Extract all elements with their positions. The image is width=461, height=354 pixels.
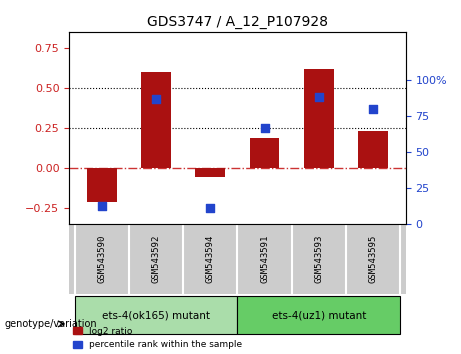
Point bbox=[369, 106, 377, 112]
Text: ets-4(uz1) mutant: ets-4(uz1) mutant bbox=[272, 310, 366, 320]
Bar bbox=[358, 131, 388, 168]
Text: genotype/variation: genotype/variation bbox=[5, 319, 97, 329]
Text: GSM543590: GSM543590 bbox=[97, 235, 106, 283]
Legend: log2 ratio, percentile rank within the sample: log2 ratio, percentile rank within the s… bbox=[69, 323, 246, 353]
Bar bbox=[249, 138, 279, 168]
Text: GSM543595: GSM543595 bbox=[369, 235, 378, 283]
Point bbox=[98, 203, 106, 209]
Point bbox=[207, 206, 214, 211]
Text: ets-4(ok165) mutant: ets-4(ok165) mutant bbox=[102, 310, 210, 320]
Bar bbox=[87, 168, 117, 202]
Point bbox=[152, 96, 160, 102]
Text: GSM543592: GSM543592 bbox=[152, 235, 160, 283]
Point bbox=[261, 125, 268, 130]
Text: GSM543591: GSM543591 bbox=[260, 235, 269, 283]
Point bbox=[315, 95, 323, 100]
FancyBboxPatch shape bbox=[237, 296, 400, 334]
FancyBboxPatch shape bbox=[75, 296, 237, 334]
Bar bbox=[141, 72, 171, 168]
Bar bbox=[195, 168, 225, 177]
Title: GDS3747 / A_12_P107928: GDS3747 / A_12_P107928 bbox=[147, 16, 328, 29]
Bar bbox=[304, 69, 334, 168]
Text: GSM543593: GSM543593 bbox=[314, 235, 323, 283]
Text: GSM543594: GSM543594 bbox=[206, 235, 215, 283]
